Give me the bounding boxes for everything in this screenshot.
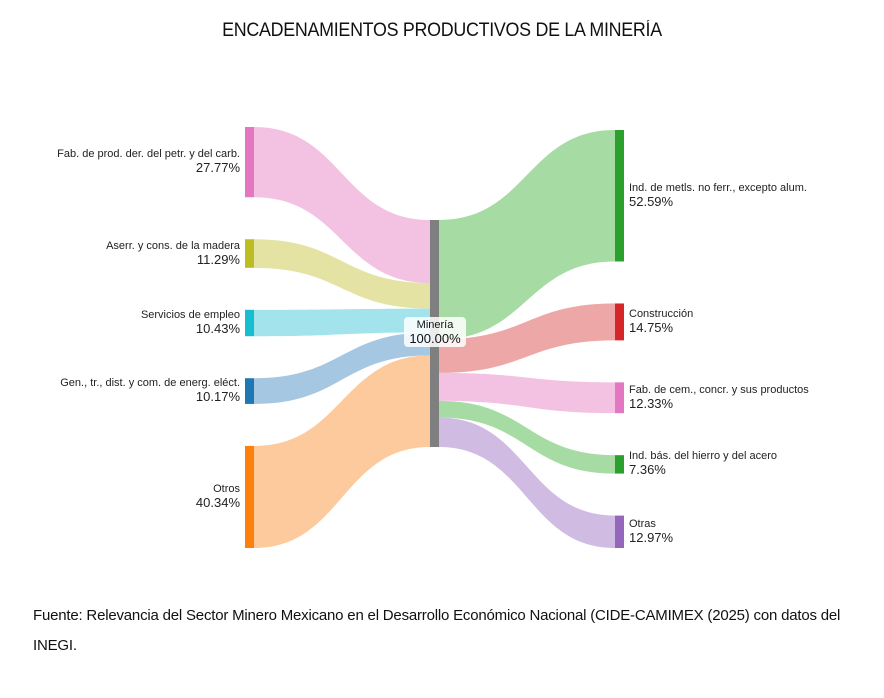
target-name-4: Otras — [629, 517, 656, 530]
source-label-3: Gen., tr., dist. y com. de energ. eléct.… — [60, 376, 240, 404]
target-value-1: 14.75% — [629, 319, 674, 335]
sankey-chart — [245, 127, 624, 548]
source-node-3 — [245, 378, 254, 404]
target-name-1: Construcción — [629, 307, 694, 320]
source-node-2 — [245, 309, 254, 337]
center-node-name: Minería — [416, 319, 454, 331]
source-node-0 — [245, 127, 254, 198]
source-value-0: 27.77% — [195, 160, 240, 176]
target-node-2 — [615, 382, 624, 414]
target-name-2: Fab. de cem., concr. y sus productos — [629, 383, 809, 396]
source-node-4 — [245, 445, 254, 548]
source-value-3: 10.17% — [195, 389, 240, 405]
source-name-4: Otros — [213, 482, 240, 495]
target-value-3: 7.36% — [629, 462, 666, 478]
link-source-4 — [254, 355, 430, 548]
source-node-1 — [245, 239, 254, 268]
target-node-0 — [615, 130, 624, 262]
source-label-2: Servicios de empleo 10.43% — [141, 308, 240, 336]
link-target-1 — [439, 303, 615, 373]
target-name-0: Ind. de metls. no ferr., excepto alum. — [629, 181, 807, 194]
target-value-0: 52.59% — [629, 193, 674, 209]
link-source-0 — [254, 127, 430, 284]
source-label-4: Otros 40.34% — [196, 482, 240, 510]
source-value-1: 11.29% — [196, 251, 240, 267]
target-node-4 — [615, 515, 624, 548]
center-node-value: 100.00% — [409, 331, 461, 346]
link-target-3 — [439, 400, 615, 474]
target-label-1: Construcción 14.75% — [629, 307, 693, 335]
target-node-1 — [615, 303, 624, 341]
target-label-0: Ind. de metls. no ferr., excepto alum. 52… — [629, 181, 807, 209]
source-name-1: Aserr. y cons. de la madera — [106, 239, 240, 252]
target-node-3 — [615, 455, 624, 474]
target-name-3: Ind. bás. del hierro y del acero — [629, 450, 777, 463]
source-label-1: Aserr. y cons. de la madera 11.29% — [106, 239, 240, 267]
link-target-0 — [439, 130, 615, 340]
link-target-4 — [439, 417, 615, 548]
link-target-2 — [439, 372, 615, 414]
target-value-2: 12.33% — [629, 395, 674, 411]
link-source-3 — [254, 332, 430, 404]
source-label-0: Fab. de prod. der. del petr. y del carb.… — [57, 147, 240, 175]
center-node-label: Minería 100.00% — [404, 317, 466, 347]
source-name-3: Gen., tr., dist. y com. de energ. eléct. — [60, 377, 240, 390]
source-value-2: 10.43% — [195, 321, 240, 337]
source-name-0: Fab. de prod. der. del petr. y del carb. — [57, 148, 240, 161]
target-label-2: Fab. de cem., concr. y sus productos 12.3… — [629, 383, 809, 411]
link-source-1 — [254, 239, 430, 309]
target-label-4: Otras 12.97% — [629, 517, 673, 545]
source-value-4: 40.34% — [195, 494, 240, 510]
chart-title: ENCADENAMIENTOS PRODUCTIVOS DE LA MINERÍ… — [222, 20, 662, 41]
target-label-3: Ind. bás. del hierro y del acero 7.36% — [629, 449, 777, 477]
target-value-4: 12.97% — [629, 529, 674, 545]
link-source-2 — [254, 308, 430, 337]
source-name-2: Servicios de empleo — [140, 309, 240, 322]
source-note: Fuente: Relevancia del Sector Minero Mex… — [33, 607, 841, 654]
